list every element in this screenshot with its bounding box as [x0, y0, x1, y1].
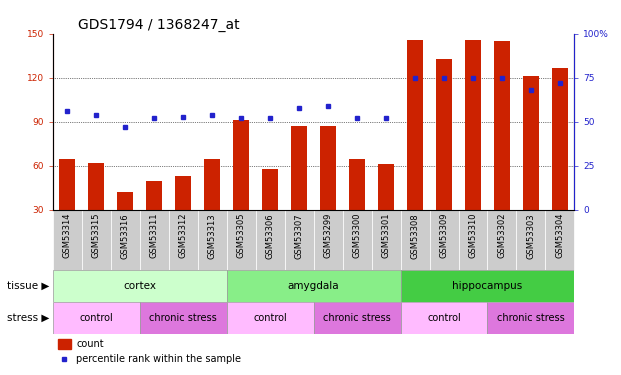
Text: GSM53303: GSM53303: [527, 213, 535, 259]
Bar: [204, 159, 220, 210]
Bar: [227, 210, 256, 270]
Bar: [494, 41, 510, 210]
Bar: [465, 40, 481, 210]
Text: control: control: [427, 313, 461, 323]
Bar: [523, 76, 539, 210]
Text: control: control: [79, 313, 113, 323]
Bar: [320, 126, 336, 210]
Bar: [53, 270, 227, 302]
Text: GSM53304: GSM53304: [555, 213, 564, 258]
Bar: [291, 126, 307, 210]
Text: tissue ▶: tissue ▶: [7, 281, 50, 291]
Text: GSM53299: GSM53299: [324, 213, 333, 258]
Text: GSM53315: GSM53315: [92, 213, 101, 258]
Text: GSM53307: GSM53307: [294, 213, 304, 259]
Text: control: control: [253, 313, 287, 323]
Text: GSM53310: GSM53310: [468, 213, 478, 258]
Bar: [378, 165, 394, 210]
Text: percentile rank within the sample: percentile rank within the sample: [76, 354, 242, 364]
Text: hippocampus: hippocampus: [452, 281, 523, 291]
Bar: [256, 210, 284, 270]
Bar: [401, 210, 430, 270]
Text: chronic stress: chronic stress: [323, 313, 391, 323]
Text: stress ▶: stress ▶: [7, 313, 50, 323]
Bar: [60, 159, 75, 210]
Text: GSM53306: GSM53306: [266, 213, 274, 259]
Bar: [197, 210, 227, 270]
Bar: [314, 210, 343, 270]
Text: GSM53302: GSM53302: [497, 213, 507, 258]
Bar: [53, 302, 140, 334]
Bar: [227, 270, 401, 302]
Bar: [233, 120, 249, 210]
Bar: [401, 270, 574, 302]
Bar: [111, 210, 140, 270]
Bar: [58, 339, 71, 349]
Bar: [436, 59, 452, 210]
Bar: [517, 210, 545, 270]
Bar: [262, 169, 278, 210]
Bar: [284, 210, 314, 270]
Text: chronic stress: chronic stress: [149, 313, 217, 323]
Bar: [407, 40, 423, 210]
Bar: [117, 192, 134, 210]
Bar: [140, 302, 227, 334]
Text: chronic stress: chronic stress: [497, 313, 565, 323]
Text: count: count: [76, 339, 104, 349]
Bar: [371, 210, 401, 270]
Bar: [487, 210, 517, 270]
Bar: [147, 181, 162, 210]
Bar: [545, 210, 574, 270]
Text: cortex: cortex: [123, 281, 156, 291]
Bar: [53, 210, 82, 270]
Bar: [401, 302, 487, 334]
Bar: [175, 176, 191, 210]
Bar: [140, 210, 169, 270]
Bar: [487, 302, 574, 334]
Text: GSM53300: GSM53300: [353, 213, 361, 258]
Bar: [88, 163, 104, 210]
Bar: [552, 68, 568, 210]
Text: GSM53314: GSM53314: [63, 213, 72, 258]
Text: GSM53308: GSM53308: [410, 213, 420, 259]
Bar: [227, 302, 314, 334]
Text: GDS1794 / 1368247_at: GDS1794 / 1368247_at: [78, 18, 239, 32]
Bar: [314, 302, 401, 334]
Text: amygdala: amygdala: [288, 281, 340, 291]
Text: GSM53312: GSM53312: [179, 213, 188, 258]
Text: GSM53305: GSM53305: [237, 213, 246, 258]
Text: GSM53311: GSM53311: [150, 213, 159, 258]
Text: GSM53309: GSM53309: [440, 213, 448, 258]
Bar: [82, 210, 111, 270]
Text: GSM53313: GSM53313: [207, 213, 217, 259]
Bar: [349, 159, 365, 210]
Bar: [458, 210, 487, 270]
Bar: [343, 210, 371, 270]
Text: GSM53316: GSM53316: [120, 213, 130, 259]
Bar: [430, 210, 458, 270]
Bar: [169, 210, 197, 270]
Text: GSM53301: GSM53301: [381, 213, 391, 258]
